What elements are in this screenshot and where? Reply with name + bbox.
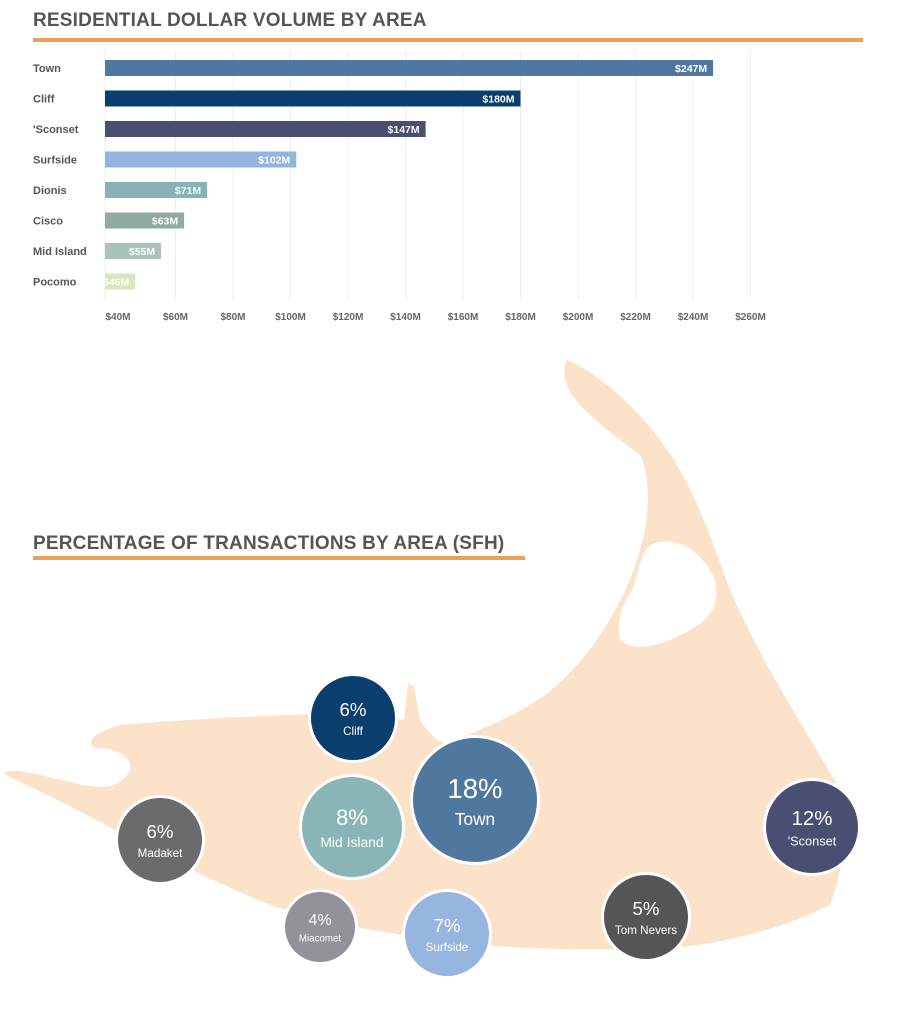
bar-value-label: $147M [388, 124, 420, 136]
x-tick-label: $220M [620, 312, 651, 323]
bubble-mid-island: 8% Mid Island [299, 774, 405, 880]
category-label: Pocomo [33, 277, 77, 289]
bubble-circle [311, 676, 395, 760]
bubble-name: 'Sconset [788, 833, 837, 848]
bubble-tom-nevers: 5% Tom Nevers [601, 872, 691, 962]
bar [105, 90, 521, 107]
category-label: Cisco [33, 216, 63, 228]
bubble-name: Town [455, 809, 495, 829]
x-tick-label: $180M [505, 312, 536, 323]
bubble-circle [604, 875, 688, 959]
map-title: PERCENTAGE OF TRANSACTIONS BY AREA (SFH) [33, 533, 505, 554]
bubble-miacomet: 4% Miacomet [282, 889, 358, 965]
bubble-circle [413, 738, 537, 862]
bubble-value: 7% [434, 915, 461, 936]
bar-value-label: $55M [129, 246, 156, 258]
bubble-cliff: 6% Cliff [308, 673, 398, 763]
category-label: Mid Island [33, 246, 87, 258]
category-label: 'Sconset [33, 124, 79, 136]
title-rule [33, 38, 863, 42]
x-tick-label: $200M [563, 312, 594, 323]
x-tick-label: $120M [333, 312, 364, 323]
x-tick-label: $40M [105, 312, 130, 323]
bar-value-label: $102M [258, 155, 290, 167]
bar-value-label: $247M [675, 63, 707, 75]
bubble-name: Tom Nevers [615, 924, 677, 937]
category-label: Cliff [33, 94, 55, 106]
category-label: Town [33, 63, 61, 75]
harbor-pond [618, 541, 717, 647]
x-tick-label: $240M [678, 312, 709, 323]
bubble-circle [285, 892, 355, 962]
bar-value-label: $46M [103, 277, 130, 289]
bar [105, 121, 426, 137]
bar-value-label: $71M [175, 185, 202, 197]
bubble-circle [118, 798, 202, 882]
bubble-name: Miacomet [299, 933, 341, 944]
bubble-circle [302, 777, 402, 877]
bar [105, 151, 297, 168]
bubble-value: 5% [633, 898, 660, 919]
bubble-value: 4% [308, 912, 331, 929]
bar [105, 60, 714, 76]
bar-chart: $40M $60M $80M $100M $120M $140M $160M $180M $20… [33, 50, 766, 323]
bubble-circle [405, 892, 489, 976]
bubble-madaket: 6% Madaket [115, 795, 205, 885]
bubble-name: Mid Island [320, 834, 383, 850]
x-tick-label: $140M [390, 312, 421, 323]
category-label: Surfside [33, 155, 77, 167]
bubble-value: 6% [340, 699, 367, 720]
bar-value-label: $63M [152, 216, 179, 228]
bar [105, 212, 185, 229]
bubble-name: Madaket [138, 847, 183, 860]
bubble-town: 18% Town [410, 735, 540, 865]
x-tick-label: $100M [275, 312, 306, 323]
x-tick-label: $160M [448, 312, 479, 323]
bar-value-label: $180M [482, 94, 514, 106]
bubble-value: 6% [147, 821, 174, 842]
category-label: Dionis [33, 185, 67, 197]
bubble-surfside: 7% Surfside [402, 889, 492, 979]
bar [105, 182, 208, 198]
bar [105, 273, 136, 290]
x-tick-label: $60M [163, 312, 188, 323]
title-rule [33, 556, 525, 560]
island-shape [4, 360, 846, 950]
bubble-name: Cliff [343, 725, 364, 738]
bubble-sconset: 12% 'Sconset [763, 778, 861, 876]
bubble-value: 18% [447, 773, 502, 804]
x-tick-label: $80M [220, 312, 245, 323]
bubble-value: 12% [792, 807, 833, 830]
bubble-value: 8% [336, 805, 368, 830]
bar [105, 243, 162, 259]
bubble-circle [766, 781, 858, 873]
x-tick-label: $260M [735, 312, 766, 323]
bubble-name: Surfside [426, 941, 469, 954]
bar-chart-title: RESIDENTIAL DOLLAR VOLUME BY AREA [33, 10, 427, 31]
